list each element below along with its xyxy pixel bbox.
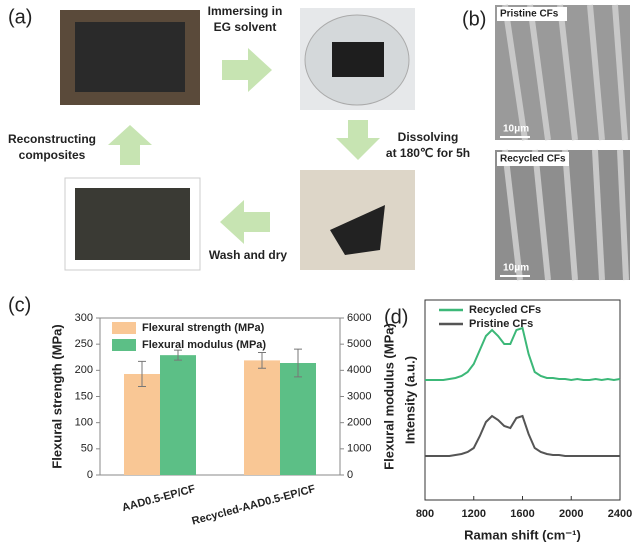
legend-label: Recycled CFs — [469, 304, 541, 316]
error-bar — [258, 352, 266, 369]
y-axis-title: Flexural strength (MPa) — [49, 324, 64, 468]
y2-tick-label: 3000 — [347, 390, 371, 402]
panel-label: (d) — [384, 306, 408, 328]
panel-label: (c) — [8, 294, 31, 316]
x-tick-label: 2400 — [608, 508, 632, 520]
y-tick-label: 50 — [81, 443, 93, 455]
sample — [330, 205, 385, 255]
y-tick-label: 250 — [75, 338, 93, 350]
step-label: Immersing in — [208, 4, 283, 18]
fibers — [502, 4, 629, 281]
bar — [124, 373, 160, 475]
x-tick-label: 2000 — [559, 508, 583, 520]
error-bar — [294, 348, 302, 378]
x-tick-label: 1200 — [462, 508, 486, 520]
legend-label: Pristine CFs — [469, 318, 533, 330]
error-bar — [174, 349, 182, 361]
legend-swatch — [112, 322, 136, 334]
y-tick-label: 100 — [75, 417, 93, 429]
sem-label: Pristine CFs — [500, 9, 559, 20]
bar — [244, 360, 280, 475]
step-label: Dissolving — [398, 130, 459, 144]
step-label: Reconstructing — [8, 132, 96, 146]
y2-tick-label: 6000 — [347, 312, 371, 324]
error-bar — [138, 360, 146, 388]
y2-tick-label: 0 — [347, 469, 353, 481]
x-tick-label: 800 — [416, 508, 434, 520]
scale-bar: 10μm — [503, 124, 529, 135]
legend-swatch — [112, 339, 136, 351]
line — [425, 326, 621, 382]
fabric — [75, 188, 190, 260]
line — [425, 414, 620, 457]
y-tick-label: 150 — [75, 390, 93, 402]
step-label: at 180℃ for 5h — [386, 146, 470, 160]
y-tick-label: 300 — [75, 312, 93, 324]
x-tick-label: AAD0.5-EP/CF — [121, 483, 197, 514]
panel-label: (b) — [462, 8, 486, 30]
x-axis-title: Raman shift (cm⁻¹) — [464, 527, 581, 542]
scale-bar: 10μm — [503, 263, 529, 274]
photo-fabric — [75, 22, 185, 92]
y2-tick-label: 2000 — [347, 417, 371, 429]
step-label: EG solvent — [214, 20, 277, 34]
legend-label: Flexural modulus (MPa) — [142, 339, 266, 351]
y2-tick-label: 1000 — [347, 443, 371, 455]
step-label: Wash and dry — [209, 248, 288, 262]
x-tick-label: Recycled-AAD0.5-EP/CF — [191, 483, 317, 528]
panel-label: (a) — [8, 6, 32, 28]
y-axis-title: Intensity (a.u.) — [402, 356, 417, 444]
y2-tick-label: 4000 — [347, 364, 371, 376]
legend-label: Flexural strength (MPa) — [142, 322, 265, 334]
y2-tick-label: 5000 — [347, 338, 371, 350]
sample — [332, 42, 384, 77]
x-tick-label: 1600 — [510, 508, 534, 520]
bar — [280, 363, 316, 475]
y-tick-label: 0 — [87, 469, 93, 481]
bar — [160, 355, 196, 475]
step-label: composites — [19, 148, 86, 162]
y-tick-label: 200 — [75, 364, 93, 376]
sem-label: Recycled CFs — [500, 154, 566, 165]
arrows — [108, 48, 380, 244]
y2-axis-title: Flexural modulus (MPa) — [381, 323, 396, 470]
